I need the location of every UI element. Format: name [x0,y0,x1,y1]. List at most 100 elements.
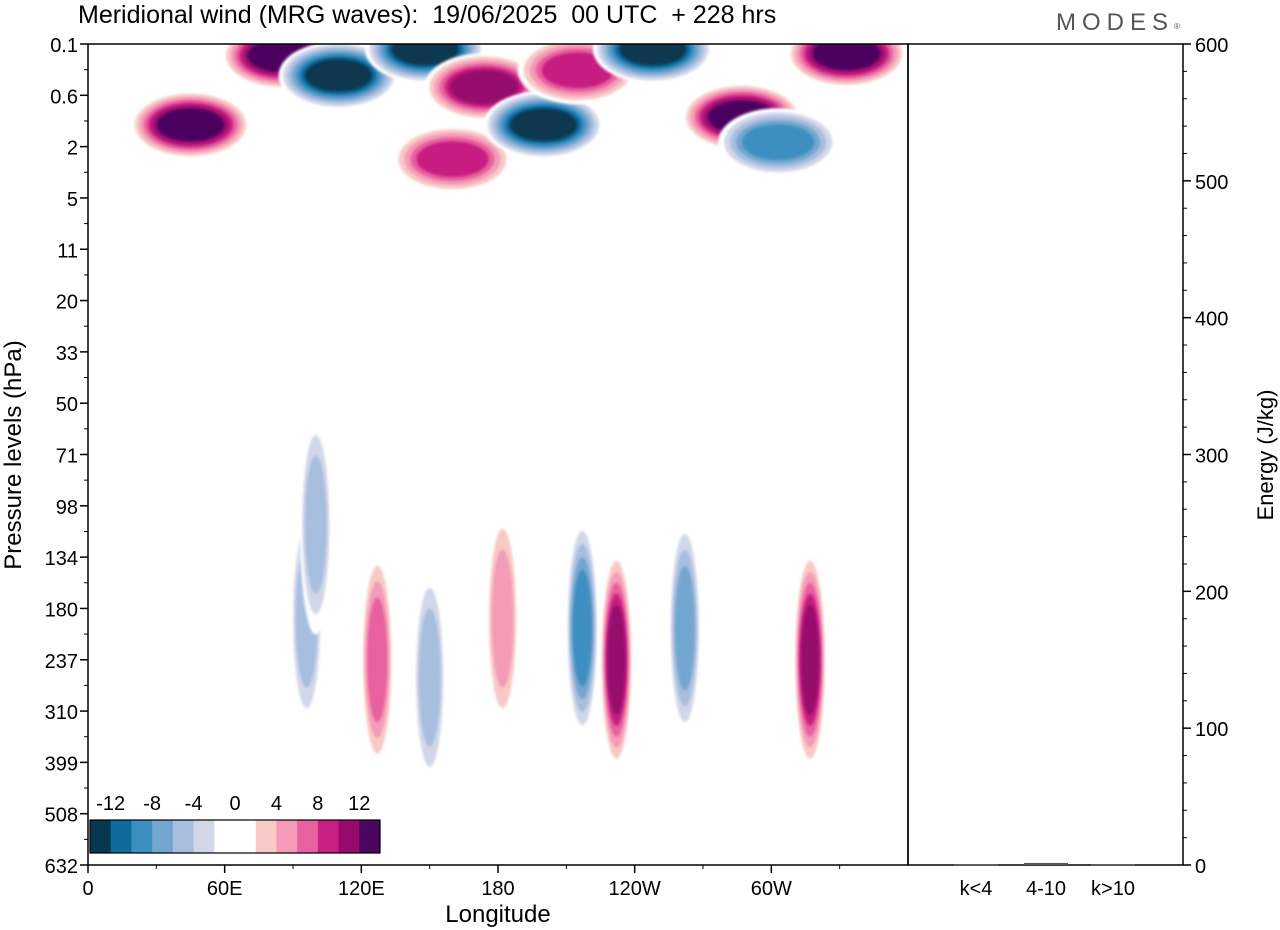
wind-contour-15-5 [572,570,592,687]
y-tick-label: 11 [57,240,78,262]
wind-anomaly-19 [290,508,323,729]
chart-title: Meridional wind (MRG waves): 19/06/2025 … [78,1,777,29]
wind-anomaly-18 [794,549,827,770]
energy-y-tick-label: 100 [1195,719,1228,741]
wind-anomaly-2 [278,44,399,110]
energy-y-tick-label: 600 [1195,35,1228,57]
y-tick-label: 0.6 [50,86,78,108]
energy-category-label: k>10 [1091,878,1135,900]
colorbar-swatch [193,820,215,853]
y-tick-label: 508 [45,805,78,827]
wind-anomaly-15 [566,518,599,739]
wind-contour-20-3 [304,455,327,594]
colorbar-swatch [131,820,153,853]
colorbar-swatch [276,820,298,853]
wind-contour-0-7 [156,108,225,142]
wind-contour-3-7 [391,44,459,66]
y-tick-label: 2 [67,138,78,160]
colorbar-tick-label: 4 [271,793,282,815]
wind-contour-16-6 [607,604,626,715]
colorbar-swatch [172,820,195,853]
y-tick-label: 33 [56,343,78,365]
energy-bar-k<4 [954,864,998,866]
wind-anomaly-13 [413,567,446,788]
wind-contour-5-6 [449,70,519,105]
colorbar-swatch [152,820,174,853]
y-tick-label: 20 [56,292,78,314]
wind-contour-18-6 [800,604,820,715]
y-tick-label: 71 [56,446,78,468]
wind-anomaly-16 [600,549,633,770]
x-tick-label: 60W [751,878,792,900]
wind-anomaly-0 [130,90,251,159]
colorbar-tick-label: 0 [229,793,240,815]
colorbar-tick-label: 8 [312,793,323,815]
colorbar-tick-label: -8 [143,793,161,815]
y-tick-label: 180 [45,599,78,621]
y-axis-label: Pressure levels (hPa) [0,340,27,569]
wind-anomaly-20 [299,414,332,635]
colorbar-tick-label: -4 [185,793,203,815]
y-tick-label: 98 [56,497,78,519]
y-tick-label: 310 [45,702,78,724]
wind-anomaly-6 [483,90,604,159]
energy-panel-frame [907,43,1184,866]
colorbar-tick-label: 12 [348,793,370,815]
wind-contour-17-4 [674,565,695,691]
wind-anomaly-4 [392,125,513,194]
wind-contour-7-5 [541,52,614,89]
x-axis-label: Longitude [445,901,550,928]
colorbar-swatch [338,820,360,853]
y-tick-label: 237 [45,651,78,673]
wind-anomaly-17 [668,518,701,739]
wind-contour-2-7 [304,59,373,92]
energy-y-tick-label: 0 [1195,856,1206,878]
wind-contour-14-3 [491,549,514,688]
colorbar-swatch [359,820,381,853]
colorbar-frame [89,819,381,854]
modes-logo: MODES® [1056,9,1180,36]
y-tick-label: 50 [56,394,78,416]
wind-anomaly-14 [486,508,519,729]
wind-contour-6-7 [509,108,578,142]
colorbar-swatch [317,820,340,853]
wind-contour-13-3 [418,608,441,747]
wind-anomaly-8 [592,44,713,84]
energy-category-label: 4-10 [1026,878,1066,900]
y-tick-label: 399 [45,753,78,775]
wind-anomaly-12 [361,549,394,770]
colorbar-swatch [90,820,112,853]
energy-y-tick-label: 300 [1195,446,1228,468]
wind-anomaly-11 [786,44,907,88]
energy-bar-4-10 [1024,862,1068,865]
y-tick-label: 134 [45,548,78,570]
energy-y-tick-label: 200 [1195,582,1228,604]
colorbar-tick-label: -12 [96,793,125,815]
energy-axis-label: Energy (J/kg) [1253,390,1278,521]
x-tick-label: 180 [481,878,514,900]
x-tick-label: 60E [207,878,243,900]
colorbar-swatch [110,820,132,853]
energy-bars [954,862,1135,866]
wind-contour-12-4 [367,597,388,723]
energy-y-tick-label: 400 [1195,309,1228,331]
colorbar-swatch [255,820,277,853]
energy-y-tick-label: 500 [1195,172,1228,194]
heatmap-field [130,44,907,788]
energy-bar-k>10 [1091,864,1135,866]
colorbar-swatch [297,820,319,853]
wind-contour-11-7 [812,44,881,70]
x-tick-label: 120W [609,878,661,900]
x-tick-label: 120E [338,878,385,900]
y-tick-label: 632 [45,856,78,878]
y-tick-label: 5 [67,189,78,211]
x-tick-label: 0 [82,878,93,900]
energy-category-label: k<4 [960,878,993,900]
wind-contour-10-5 [742,124,815,161]
wind-contour-4-5 [416,141,489,178]
colorbar: -12 -8 -4 0 4 8 12 [89,793,381,854]
colorbar-swatch [235,820,257,853]
y-tick-label: 0.1 [50,35,78,57]
wind-anomaly-10 [718,108,839,177]
